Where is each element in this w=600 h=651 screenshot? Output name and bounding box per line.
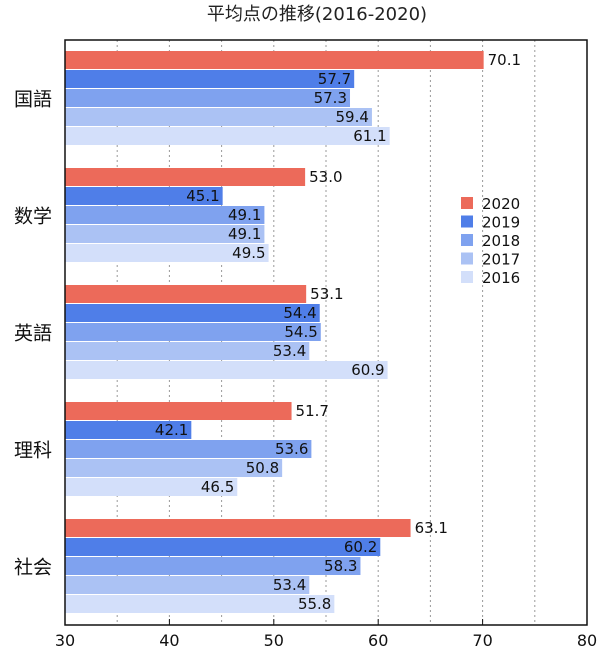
legend-label: 2017 [482,251,520,269]
bar-value-label: 51.7 [296,402,329,420]
x-tick-label: 80 [577,631,597,650]
bar-value-label: 63.1 [415,519,448,537]
bar-2019 [65,421,192,439]
legend-swatch [461,234,473,246]
bar-value-label: 49.5 [232,244,265,262]
x-tick-label: 40 [159,631,179,650]
bar-value-label: 60.2 [344,538,377,556]
legend-label: 2019 [482,214,520,232]
legend-label: 2020 [482,195,520,213]
bar-2019 [65,304,320,322]
bar-value-label: 57.3 [314,89,347,107]
bar-value-label: 53.1 [310,285,343,303]
bars: 70.157.757.359.461.153.045.149.149.149.5… [65,51,521,613]
bar-value-label: 53.4 [273,342,306,360]
bar-2017 [65,459,283,477]
bar-value-label: 59.4 [336,108,369,126]
bar-value-label: 60.9 [351,361,384,379]
legend-swatch [461,271,473,283]
bar-value-label: 42.1 [155,421,188,439]
x-tick-label: 30 [55,631,75,650]
bar-2020 [65,51,484,69]
bar-2018 [65,89,351,107]
bar-2018 [65,557,361,575]
bar-2018 [65,206,265,224]
bar-2016 [65,478,238,496]
bar-value-label: 54.4 [283,304,316,322]
bar-2018 [65,440,312,458]
bar-2017 [65,342,310,360]
x-tick-label: 70 [472,631,492,650]
plot-frame [64,39,588,626]
bar-2016 [65,127,390,145]
bar-value-label: 49.1 [228,206,261,224]
bar-value-label: 53.0 [309,168,342,186]
bar-value-label: 46.5 [201,478,234,496]
x-axis: 30 40 50 60 70 80 [55,619,597,650]
bar-2020 [65,168,306,186]
legend-swatch [461,252,473,265]
legend-swatch [461,197,473,209]
bar-2018 [65,323,321,341]
bar-2019 [65,70,355,88]
category-label: 国語 [14,89,52,111]
bar-2020 [65,285,307,303]
chart-title: 平均点の推移(2016-2020) [207,4,427,25]
category-label: 英語 [14,323,52,345]
bar-value-label: 53.4 [273,576,306,594]
bar-value-label: 45.1 [186,187,219,205]
bar-2017 [65,225,265,243]
bar-2019 [65,538,381,556]
bar-value-label: 53.6 [275,440,308,458]
category-label: 数学 [14,206,52,228]
bar-value-label: 55.8 [298,595,331,613]
bar-2016 [65,595,335,613]
bar-value-label: 61.1 [353,127,386,145]
bar-value-label: 50.8 [246,459,279,477]
bar-value-label: 54.5 [284,323,317,341]
bar-2016 [65,244,269,262]
x-tick-label: 60 [368,631,388,650]
bar-2017 [65,108,372,126]
bar-2016 [65,361,388,379]
category-label: 理科 [14,440,52,462]
bar-2017 [65,576,310,594]
bar-value-label: 57.7 [318,70,351,88]
legend-label: 2016 [482,269,520,287]
bar-value-label: 70.1 [488,51,521,69]
category-label: 社会 [14,557,52,579]
bar-2019 [65,187,223,205]
bar-2020 [65,519,411,537]
bar-2020 [65,402,292,420]
legend-swatch [461,215,473,228]
x-tick-label: 50 [264,631,284,650]
legend-label: 2018 [482,232,520,250]
bar-value-label: 58.3 [324,557,357,575]
bar-value-label: 49.1 [228,225,261,243]
